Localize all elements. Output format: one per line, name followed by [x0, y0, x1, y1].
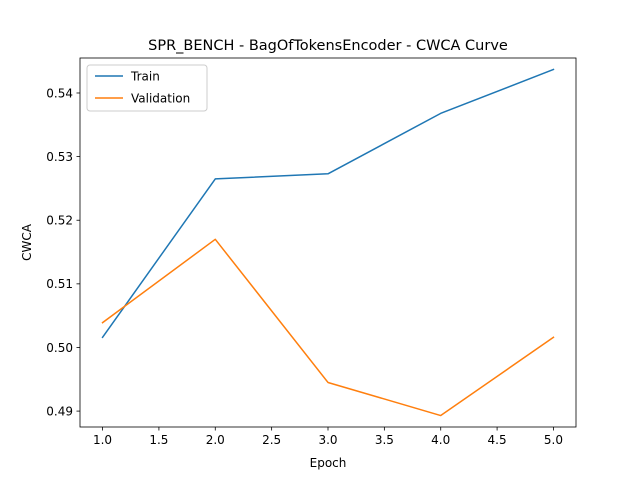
plot-frame	[79, 57, 577, 428]
y-axis-label: CWCA	[20, 223, 34, 261]
legend: Train Validation	[86, 64, 208, 112]
plot-area	[101, 68, 555, 417]
x-tick-label: 4.5	[488, 433, 507, 447]
y-tick-label: 0.51	[46, 277, 73, 291]
x-tick-label: 1.0	[93, 433, 112, 447]
x-axis-label: Epoch	[310, 456, 347, 470]
y-tick-label: 0.52	[46, 214, 73, 228]
x-tick-label: 1.5	[149, 433, 168, 447]
y-tick-label: 0.49	[46, 404, 73, 418]
x-tick-label: 3.5	[375, 433, 394, 447]
series-line-validation	[101, 238, 555, 417]
legend-label-validation: Validation	[131, 92, 190, 106]
x-tick-label: 2.0	[206, 433, 225, 447]
x-tick-label: 3.0	[318, 433, 337, 447]
chart-title: SPR_BENCH - BagOfTokensEncoder - CWCA Cu…	[148, 38, 508, 54]
y-tick-label: 0.54	[46, 86, 73, 100]
x-axis-ticks: 1.0 1.5 2.0 2.5 3.0 3.5 4.0 4.5 5.0	[93, 427, 563, 447]
x-tick-label: 4.0	[431, 433, 450, 447]
y-tick-label: 0.50	[46, 341, 73, 355]
x-tick-label: 5.0	[544, 433, 563, 447]
x-tick-label: 2.5	[262, 433, 281, 447]
y-tick-label: 0.53	[46, 150, 73, 164]
y-axis-ticks: 0.49 0.50 0.51 0.52 0.53 0.54	[46, 86, 80, 418]
series-line-train	[101, 68, 555, 339]
legend-label-train: Train	[130, 70, 160, 84]
